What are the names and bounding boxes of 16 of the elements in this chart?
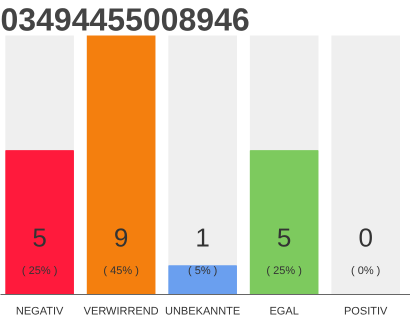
- annotation: ( 5% ): [188, 265, 218, 278]
- data-label: 5: [32, 222, 47, 253]
- data-label: 9: [114, 222, 128, 253]
- x-tick-label: POSITIV: [344, 306, 388, 318]
- data-label: 0: [358, 222, 373, 253]
- x-tick-label: VERWIRREND: [84, 306, 159, 318]
- annotation: ( 45% ): [103, 265, 139, 278]
- data-label: 1: [195, 222, 210, 253]
- annotation: ( 25% ): [266, 265, 302, 278]
- data-label: 5: [276, 222, 292, 253]
- x-tick-label: EGAL: [269, 306, 299, 318]
- annotation: ( 0% ): [351, 265, 380, 278]
- annotation: ( 25% ): [22, 265, 58, 278]
- x-tick-label: UNBEKANNTE: [165, 306, 240, 318]
- chart-title: 03494455008946: [0, 2, 250, 38]
- x-tick-label: NEGATIV: [16, 306, 64, 318]
